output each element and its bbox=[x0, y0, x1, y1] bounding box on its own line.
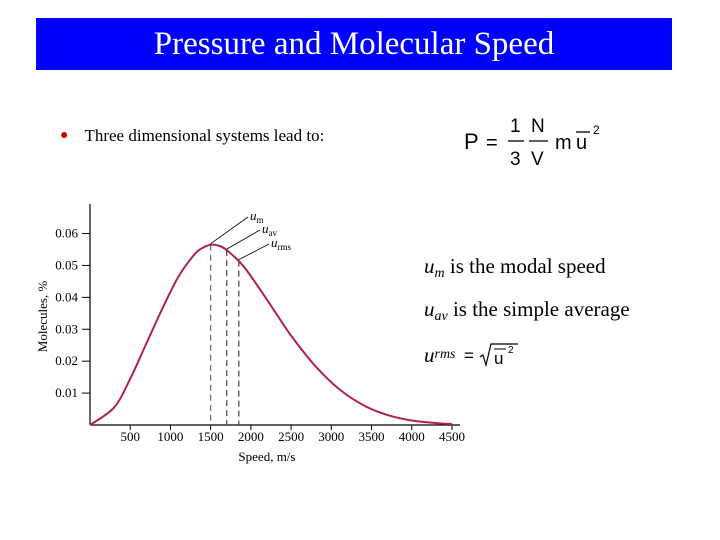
y-tick-label: 0.06 bbox=[55, 226, 78, 241]
note-rms-sub: rms bbox=[434, 347, 456, 362]
formula-frac2-num: N bbox=[531, 116, 545, 137]
speed-marker-label: um bbox=[250, 208, 264, 225]
y-tick-label: 0.01 bbox=[55, 385, 78, 400]
note-avg-sub: av bbox=[434, 309, 448, 324]
formula-frac2-den: V bbox=[531, 149, 544, 170]
bullet-line: ● Three dimensional systems lead to: bbox=[60, 126, 324, 146]
note-rms-speed: u rms = u 2 bbox=[424, 340, 526, 370]
x-tick-label: 4500 bbox=[439, 429, 465, 444]
distribution-curve bbox=[89, 243, 453, 426]
x-tick-label: 2500 bbox=[278, 429, 304, 444]
y-tick-label: 0.05 bbox=[55, 257, 78, 272]
speed-marker-lines bbox=[210, 244, 240, 425]
x-tick-label: 1500 bbox=[198, 429, 224, 444]
x-tick-label: 3000 bbox=[318, 429, 344, 444]
bullet-text: Three dimensional systems lead to: bbox=[84, 126, 325, 145]
speed-distribution-chart: 0.01 0.02 0.03 0.04 0.05 0.06 500 1000 1500 2000… bbox=[35, 204, 465, 464]
x-tick-label: 500 bbox=[120, 429, 140, 444]
x-tick-label: 1000 bbox=[157, 429, 183, 444]
sqrt-icon bbox=[479, 343, 518, 368]
formula-frac1-den: 3 bbox=[510, 149, 521, 170]
speed-marker-label: uav bbox=[262, 221, 277, 238]
speed-marker-leader bbox=[226, 229, 261, 250]
bullet-dot-icon: ● bbox=[60, 128, 69, 143]
note-avg-var: u bbox=[424, 297, 435, 321]
rms-exponent: 2 bbox=[508, 345, 514, 356]
title-bar: Pressure and Molecular Speed bbox=[36, 18, 672, 70]
y-tick-label: 0.04 bbox=[55, 289, 78, 304]
rms-u: u bbox=[494, 349, 503, 368]
y-axis-label: Molecules, % bbox=[35, 281, 50, 353]
formula-u: u bbox=[576, 132, 587, 154]
x-axis-label: Speed, m/s bbox=[238, 449, 295, 464]
page-title: Pressure and Molecular Speed bbox=[153, 25, 555, 62]
x-tick-label: 3500 bbox=[359, 429, 385, 444]
formula-exponent: 2 bbox=[593, 123, 600, 137]
note-modal-var: u bbox=[424, 254, 435, 278]
x-tick-label: 4000 bbox=[399, 429, 425, 444]
y-axis-ticks: 0.01 0.02 0.03 0.04 0.05 0.06 bbox=[55, 226, 90, 400]
note-modal-speed: um is the modal speed bbox=[424, 254, 606, 282]
note-avg-text: is the simple average bbox=[447, 297, 630, 321]
formula-m: m bbox=[555, 132, 572, 154]
speed-marker-leader bbox=[238, 243, 270, 261]
rms-equals: = bbox=[464, 346, 474, 365]
x-tick-label: 2000 bbox=[238, 429, 264, 444]
note-modal-text: is the modal speed bbox=[444, 254, 606, 278]
note-average-speed: uav is the simple average bbox=[424, 297, 630, 325]
note-rms-var: u bbox=[424, 342, 435, 367]
y-tick-label: 0.03 bbox=[55, 321, 78, 336]
speed-marker-leader bbox=[210, 216, 249, 245]
y-tick-label: 0.02 bbox=[55, 353, 78, 368]
speed-marker-label: urms bbox=[271, 235, 291, 252]
formula-equals: = bbox=[486, 132, 498, 154]
x-axis-ticks: 500 1000 1500 2000 2500 3000 3500 4000 4500 bbox=[120, 425, 465, 444]
rms-formula: = u 2 bbox=[464, 343, 518, 368]
note-modal-sub: m bbox=[434, 266, 445, 281]
formula-p: P bbox=[464, 129, 479, 154]
formula-frac1-num: 1 bbox=[510, 116, 521, 137]
pressure-formula: P = 1 3 N V m u 2 bbox=[462, 110, 612, 180]
